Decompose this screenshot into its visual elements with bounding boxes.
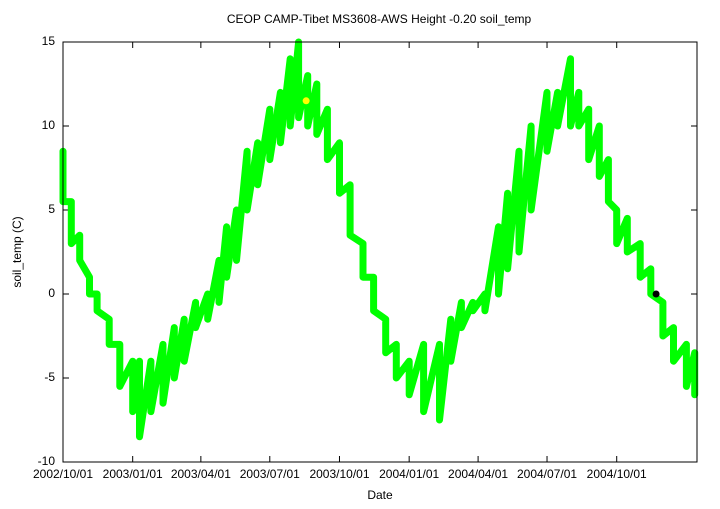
x-axis-label: Date bbox=[367, 488, 393, 502]
plot-frame bbox=[62, 41, 698, 463]
x-tick-label: 2004/10/01 bbox=[587, 467, 647, 481]
y-tick-label: -10 bbox=[38, 454, 56, 468]
y-tick-label: -5 bbox=[44, 370, 55, 384]
data-line bbox=[59, 38, 699, 441]
x-tick-label: 2004/01/01 bbox=[379, 467, 439, 481]
y-tick-label: 10 bbox=[42, 118, 56, 132]
x-tick-label: 2004/04/01 bbox=[448, 467, 508, 481]
y-tick-label: 15 bbox=[42, 34, 56, 48]
y-tick-label: 0 bbox=[48, 286, 55, 300]
x-tick-label: 2003/01/01 bbox=[103, 467, 163, 481]
y-tick-label: 5 bbox=[48, 202, 55, 216]
data-point bbox=[652, 290, 660, 298]
y-axis-label: soil_temp (C) bbox=[10, 216, 24, 287]
chart-title: CEOP CAMP-Tibet MS3608-AWS Height -0.20 … bbox=[227, 12, 532, 26]
x-tick-label: 2003/04/01 bbox=[171, 467, 231, 481]
x-tick-label: 2003/07/01 bbox=[240, 467, 300, 481]
x-tick-label: 2002/10/01 bbox=[33, 467, 93, 481]
data-point bbox=[302, 97, 310, 105]
x-tick-label: 2003/10/01 bbox=[309, 467, 369, 481]
x-tick-label: 2004/07/01 bbox=[517, 467, 577, 481]
